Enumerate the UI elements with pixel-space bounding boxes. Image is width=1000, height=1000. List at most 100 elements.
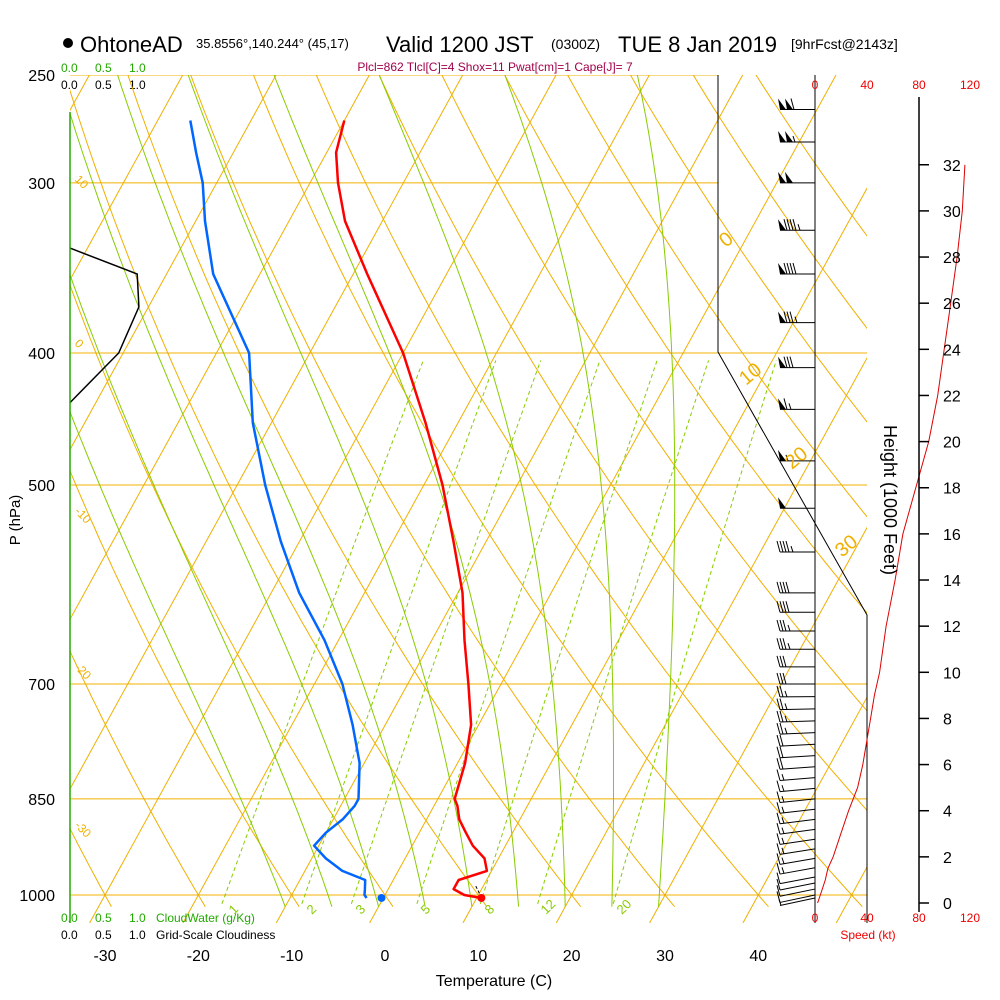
barb-pennant [778,398,786,410]
dry-adiabat-label: 0 [72,336,87,351]
temperature-tick-label: 40 [749,948,767,965]
station-coords: 35.8556°,140.244° (45,17) [196,36,349,51]
barb-flag [776,833,781,845]
dry-adiabat [0,63,18,907]
top-cloudiness-tick: 0.0 [61,78,78,92]
barb-pennant [785,171,793,183]
wind-barb [776,885,816,897]
barb-half-flag [788,403,792,410]
isotherm-line [70,75,464,791]
barb-half-flag [784,727,788,735]
mixing-ratio-line [301,360,497,904]
speed-tick-bottom: 80 [912,911,926,925]
barb-flag [789,219,794,231]
speed-tick-top: 120 [960,78,980,92]
barb-flag [776,540,781,553]
barb-pennant [778,449,786,461]
height-tick-label: 8 [943,711,952,728]
wind-barb [778,356,815,369]
barb-flag [782,540,787,553]
dry-adiabat-label: -10 [72,504,94,526]
wind-barb [778,497,815,509]
barb-half-flag [781,867,785,874]
mixing-ratio-label: 5 [418,901,434,917]
dry-adiabat [315,75,863,908]
barb-flag [786,311,791,323]
isotherm-line [555,356,867,923]
barb-staff [779,743,816,747]
barb-pennant [778,311,786,323]
barb-flag [776,601,781,613]
barb-staff [779,828,816,835]
mixing-ratio-label: 2 [304,901,320,917]
barb-flag [782,601,787,613]
moist-adiabat [636,75,676,907]
isotherm-label: 30 [831,531,862,562]
barb-flag [779,698,784,710]
height-tick-label: 14 [943,573,961,590]
barb-flag [776,638,781,650]
barb-staff [779,720,816,723]
mixing-ratio-label: 12 [538,896,559,917]
barb-flag [792,262,797,275]
barb-flag [782,619,787,632]
speed-tick-bottom: 0 [812,911,819,925]
height-tick-label: 28 [943,250,961,267]
barb-half-flag [781,847,785,854]
wind-barb [778,311,815,324]
barb-flag [776,698,781,710]
barb-flag [790,98,795,110]
valid-utc: (0300Z) [551,36,600,52]
wind-barb [776,823,816,835]
barb-flag [779,734,784,747]
barb-flag [779,685,784,698]
barb-half-flag [781,857,785,864]
barb-pennant [778,356,786,368]
stability-indices: Plcl=862 Tlcl[C]=4 Shox=11 Pwat[cm]=1 Ca… [357,60,633,74]
dry-adiabat-label: 10 [72,172,92,192]
height-tick-label: 10 [943,665,961,682]
temperature-tick-label: 20 [563,948,581,965]
isotherm-line [70,75,370,621]
temperature-tick-label: -10 [280,948,303,965]
speed-tick-bottom: 40 [860,911,874,925]
barb-staff [779,798,816,804]
barb-half-flag [781,827,785,834]
wind-barb [776,791,816,804]
barb-flag [776,769,781,781]
height-tick-label: 24 [943,342,961,359]
barb-flag [776,581,781,593]
barb-flag [776,812,781,824]
speed-axis-label: Speed (kt) [840,928,895,942]
barb-flag [776,885,781,897]
barb-flag [776,734,781,747]
wind-barb [776,878,816,891]
barb-flag [776,619,781,632]
wind-barb [776,853,816,865]
wind-barb [778,171,815,184]
barb-flag [783,262,788,275]
barb-flag [782,672,787,685]
barb-flag [785,540,790,553]
wind-barb [776,601,815,613]
mixing-ratio-label: 20 [614,896,635,917]
wind-barb [776,802,816,814]
barb-flag [776,655,781,668]
bottom-cloud-tick: 0.5 [95,911,112,925]
cloudiness-line [69,247,140,404]
height-tick-label: 32 [943,158,961,175]
barb-pennant [778,219,786,231]
barb-half-flag [781,817,785,824]
surface-dewpoint-marker [377,893,386,902]
pressure-tick-label: 500 [28,478,55,495]
barb-half-flag [797,224,801,231]
wind-region [717,75,868,923]
barb-flag [782,581,787,593]
barb-pennant [785,131,793,143]
barb-flag [779,619,784,632]
wind-barb [776,672,815,685]
barb-flag [783,219,788,231]
barb-flag [776,758,781,770]
cloudiness-profile [69,247,140,404]
isotherm-line [275,75,744,923]
